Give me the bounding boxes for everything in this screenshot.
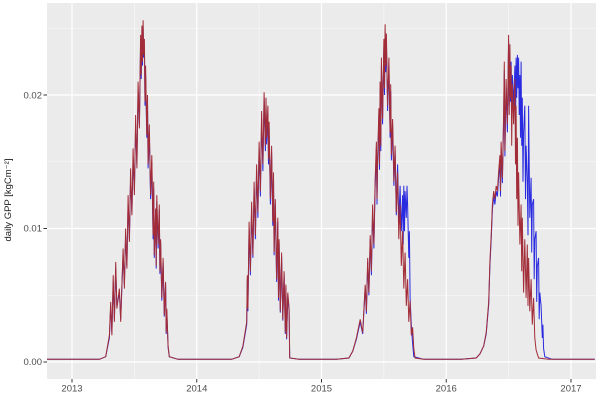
x-tick-label-2016: 2016 bbox=[436, 384, 457, 395]
y-axis-title: daily GPP [kgCm⁻²] bbox=[3, 159, 14, 242]
x-tick-label-2017: 2017 bbox=[560, 384, 581, 395]
x-tick-label-2015: 2015 bbox=[311, 384, 332, 395]
y-tick-label-0.01: 0.01 bbox=[24, 224, 43, 235]
y-tick-label-0.00: 0.00 bbox=[24, 357, 43, 368]
x-tick-label-2014: 2014 bbox=[186, 384, 207, 395]
series-red-line bbox=[47, 20, 595, 360]
x-tick-label-2013: 2013 bbox=[61, 384, 82, 395]
y-tick-label-0.02: 0.02 bbox=[24, 91, 43, 102]
plot-panel bbox=[43, 3, 596, 383]
